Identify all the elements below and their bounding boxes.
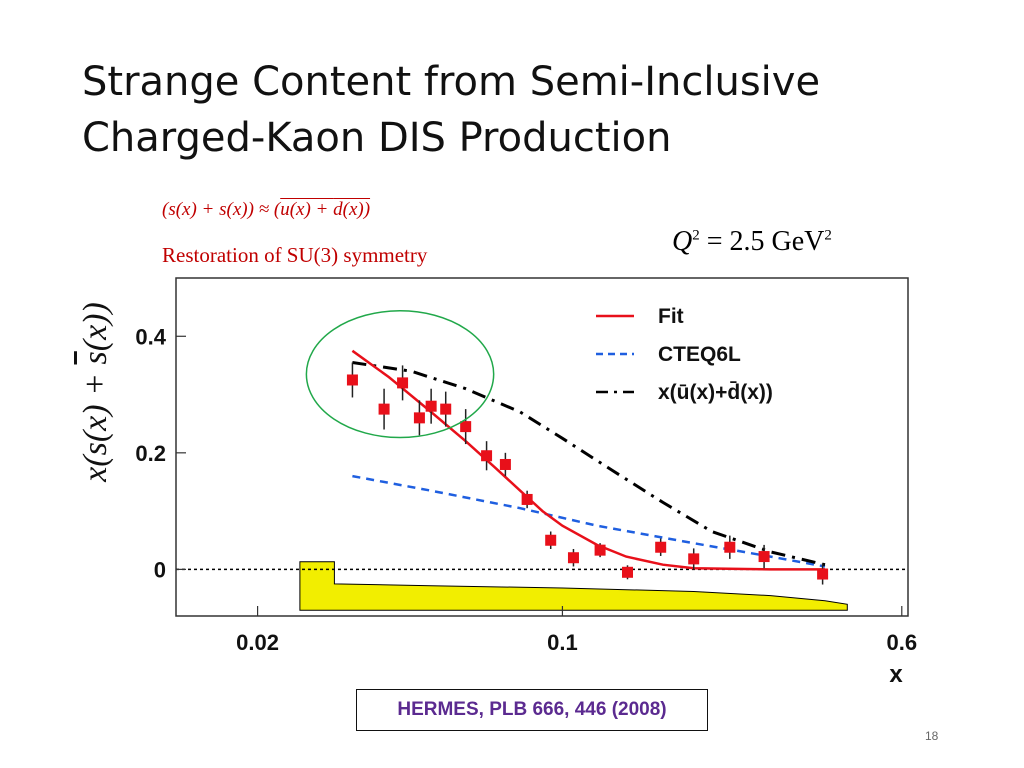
data-point	[655, 541, 667, 553]
slide-title-line1: Strange Content from Semi-Inclusive	[82, 59, 821, 105]
q2-symbol: Q	[672, 226, 693, 257]
x-tick-label: 0.1	[547, 630, 578, 655]
q2-unit-exponent: 2	[824, 227, 832, 244]
slide-title-line2: Charged-Kaon DIS Production	[82, 115, 672, 161]
data-point	[758, 551, 770, 563]
page-number: 18	[925, 729, 939, 743]
q2-exponent: 2	[692, 227, 700, 244]
legend: Fit CTEQ6L x(ū(x)+d̄(x))	[596, 305, 773, 404]
x-axis-label: x	[889, 661, 903, 688]
data-point	[346, 374, 358, 386]
equation-dbar-part: d(x))	[333, 199, 371, 220]
slide-title: Strange Content from Semi-Inclusive Char…	[82, 54, 982, 166]
citation-box: HERMES, PLB 666, 446 (2008)	[356, 689, 708, 731]
x-tick-label: 0.6	[886, 630, 917, 655]
plot-frame	[175, 277, 909, 617]
ubar-dbar-curve	[352, 361, 826, 567]
data-point	[521, 493, 533, 505]
data-point	[481, 450, 493, 462]
symmetry-note: Restoration of SU(3) symmetry	[162, 243, 428, 267]
data-point	[622, 566, 634, 578]
fit-curve	[351, 349, 825, 571]
data-point	[440, 403, 452, 415]
legend-label: Fit	[658, 305, 684, 328]
symmetry-equation: (s(x) + s(x)) ≈ (u(x) + d(x))	[162, 199, 370, 221]
data-point	[378, 403, 390, 415]
y-tick-label: 0.4	[135, 324, 166, 349]
equation-strange-part: (s(x) + s(x)) ≈ (	[162, 199, 281, 220]
data-point	[688, 553, 700, 565]
data-point	[545, 534, 557, 546]
data-point	[397, 377, 409, 389]
data-point	[817, 568, 829, 580]
data-point	[425, 400, 437, 412]
data-point	[460, 421, 472, 433]
q2-value: = 2.5 GeV	[699, 226, 825, 257]
data-point	[499, 458, 511, 470]
equation-ubar-part: u(x) +	[280, 199, 334, 220]
y-tick-label: 0	[154, 557, 166, 582]
data-point	[413, 412, 425, 424]
legend-label: CTEQ6L	[658, 343, 741, 366]
q2-label: Q2 = 2.5 GeV2	[672, 226, 832, 258]
highlight-ellipse	[305, 310, 495, 439]
x-tick-label: 0.02	[236, 630, 279, 655]
legend-label: x(ū(x)+d̄(x))	[658, 381, 773, 404]
data-point	[594, 544, 606, 556]
cteq6l-curve	[352, 474, 826, 568]
data-point	[724, 541, 736, 553]
chart-layer: 0 0.2 0.4 0.02 0.1 0.6 x Fit CTEQ6L x(ū(x)+d̄(x))	[135, 305, 917, 688]
data-point	[567, 552, 579, 564]
y-tick-label: 0.2	[135, 441, 166, 466]
systematic-band	[299, 561, 848, 611]
